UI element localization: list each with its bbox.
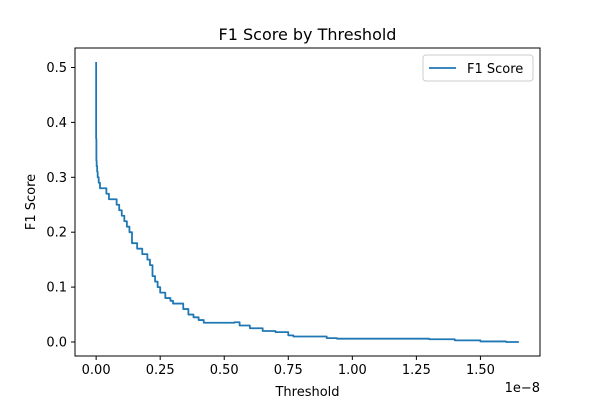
data-layer — [95, 62, 519, 343]
x-axis-offset-label: 1e−8 — [505, 381, 540, 396]
x-axis-label: Threshold — [274, 385, 339, 400]
y-tick-label: 0.3 — [46, 171, 67, 186]
y-tick-label: 0.2 — [46, 226, 67, 241]
x-tick-label: 0.75 — [274, 363, 303, 378]
x-tick-label: 0.50 — [210, 363, 239, 378]
legend-label: F1 Score — [467, 62, 523, 77]
y-tick-label: 0.5 — [46, 61, 67, 76]
x-tick-label: 1.00 — [338, 363, 367, 378]
chart-title: F1 Score by Threshold — [219, 25, 397, 44]
x-tick-label: 1.25 — [402, 363, 431, 378]
plot-frame — [74, 47, 541, 357]
x-axis-ticks: 0.00 0.25 0.50 0.75 1.00 1.25 1.50 — [82, 356, 495, 378]
series-line-f1-score — [95, 62, 519, 343]
x-tick-label: 1.50 — [466, 363, 495, 378]
plot-area — [75, 48, 540, 356]
x-tick-label: 0.00 — [82, 363, 111, 378]
x-tick-label: 0.25 — [146, 363, 175, 378]
y-tick-label: 0.4 — [46, 116, 67, 131]
y-tick-label: 0.1 — [46, 281, 67, 296]
legend: F1 Score — [422, 54, 534, 82]
y-tick-label: 0.0 — [46, 336, 67, 351]
y-axis-label: F1 Score — [24, 174, 39, 230]
y-axis-ticks: 0.0 0.1 0.2 0.3 0.4 0.5 — [46, 61, 75, 351]
legend-box — [422, 54, 534, 82]
